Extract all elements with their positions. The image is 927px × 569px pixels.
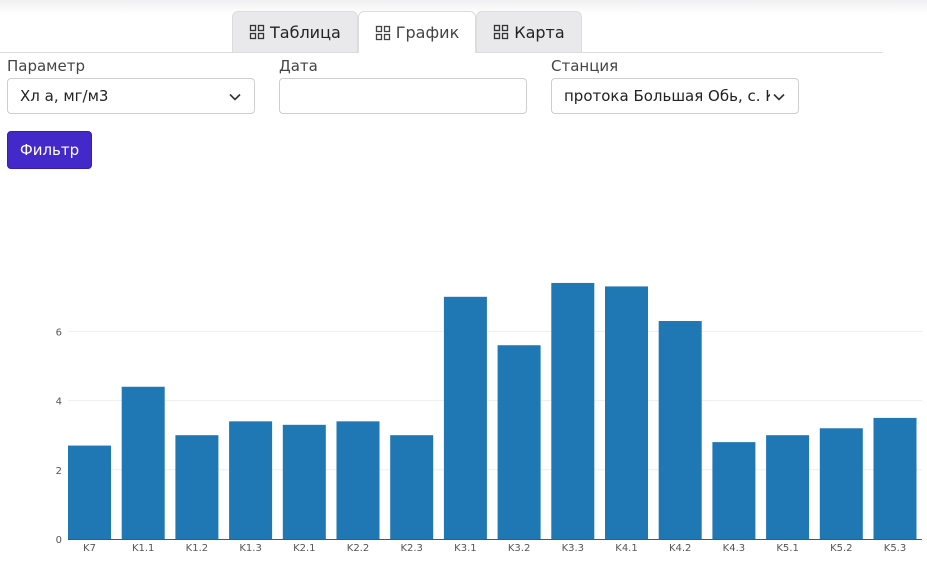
y-tick-label: 0: [56, 535, 62, 546]
x-tick-label: K2.3: [400, 543, 422, 554]
bar: [605, 286, 648, 539]
bar: [819, 428, 863, 539]
date-label: Дата: [279, 57, 318, 75]
station-select[interactable]: протока Большая Обь, с. К: [551, 78, 799, 114]
bar: [658, 321, 702, 539]
chevron-down-icon: [228, 90, 242, 104]
x-tick-label: K3.1: [454, 543, 476, 554]
y-tick-label: 4: [56, 397, 62, 408]
x-tick-label: K3.2: [508, 543, 530, 554]
parameter-field: Параметр Хл a, мг/м3: [7, 56, 255, 114]
grid-icon: [375, 25, 391, 41]
view-tabs: Таблица График Карта: [232, 11, 582, 53]
bar: [551, 282, 595, 539]
bar: [497, 345, 541, 539]
x-tick-label: K1.3: [239, 543, 261, 554]
x-tick-label: K2.1: [293, 543, 315, 554]
x-tick-label: K5.1: [776, 543, 798, 554]
chevron-down-icon: [772, 90, 786, 104]
tab-chart[interactable]: График: [357, 11, 477, 53]
tab-chart-label: График: [395, 23, 460, 42]
parameter-label: Параметр: [7, 57, 85, 75]
x-tick-label: K7: [83, 543, 96, 554]
parameter-value: Хл a, мг/м3: [20, 87, 109, 105]
station-value: протока Большая Обь, с. К: [564, 87, 770, 105]
grid-icon: [249, 24, 265, 40]
x-tick-label: K5.2: [830, 543, 852, 554]
top-shade: [0, 0, 927, 14]
bar: [443, 296, 487, 539]
date-field: Дата: [279, 56, 527, 114]
x-tick-label: K1.2: [186, 543, 208, 554]
grid-icon: [493, 24, 509, 40]
station-field: Станция протока Большая Обь, с. К: [551, 56, 799, 114]
bar: [712, 442, 756, 539]
bar: [766, 435, 810, 539]
x-tick-label: K1.1: [132, 543, 154, 554]
tab-map-label: Карта: [514, 22, 565, 42]
x-tick-label: K4.1: [615, 543, 637, 554]
tab-table-label: Таблица: [270, 22, 341, 42]
bar: [390, 435, 434, 539]
x-tick-label: K3.3: [562, 543, 584, 554]
bar: [229, 421, 273, 539]
x-tick-label: K4.2: [669, 543, 691, 554]
bar: [336, 421, 380, 539]
tab-table[interactable]: Таблица: [232, 11, 358, 52]
tab-map[interactable]: Карта: [476, 11, 582, 52]
station-label: Станция: [551, 57, 619, 75]
bar: [121, 386, 165, 539]
date-input[interactable]: [279, 78, 527, 114]
x-tick-label: K2.2: [347, 543, 369, 554]
y-tick-label: 2: [56, 466, 62, 477]
filter-button[interactable]: Фильтр: [7, 131, 92, 169]
parameter-select[interactable]: Хл a, мг/м3: [7, 78, 255, 114]
y-tick-label: 6: [56, 327, 62, 338]
bar: [175, 435, 219, 539]
bar: [68, 445, 111, 539]
x-tick-label: K5.3: [884, 543, 906, 554]
x-tick-label: K4.3: [723, 543, 745, 554]
bar: [282, 424, 326, 539]
bar: [873, 417, 917, 539]
